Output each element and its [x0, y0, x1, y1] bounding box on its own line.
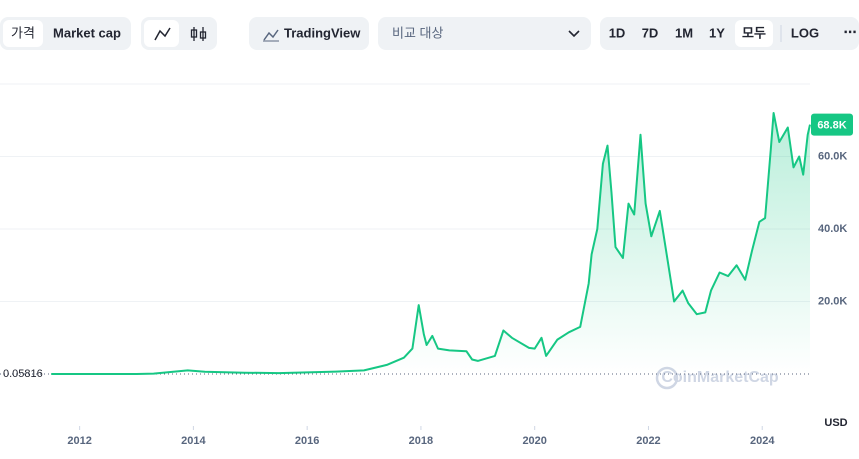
range-selected[interactable]	[735, 20, 773, 47]
x-tick-label: 2024	[750, 435, 775, 447]
x-tick-label: 2018	[409, 435, 433, 447]
x-tick-label: 2020	[522, 435, 546, 447]
log-button[interactable]: LOG	[791, 25, 819, 40]
x-tick-label: 2016	[295, 435, 319, 447]
y-tick-label: 60.0K	[818, 150, 847, 162]
candle-icon[interactable]	[190, 27, 207, 41]
range-button[interactable]: 1Y	[709, 25, 725, 40]
line-icon	[154, 27, 171, 41]
y-tick-label: 20.0K	[818, 295, 847, 307]
more-button[interactable]: ⋯	[844, 24, 857, 39]
range-button[interactable]: 7D	[642, 25, 659, 40]
x-tick-label: 2022	[636, 435, 660, 447]
range-group	[600, 17, 859, 50]
compare-dropdown[interactable]	[378, 17, 591, 50]
tradingview-label[interactable]: TradingView	[284, 25, 361, 40]
tab[interactable]: 가격	[11, 25, 35, 40]
range-button[interactable]: 모두	[742, 25, 766, 40]
area	[51, 113, 810, 374]
price-line	[51, 112, 811, 375]
start-price-label: 0.05816	[3, 368, 43, 380]
range-button[interactable]: 1D	[609, 25, 626, 40]
current-price-tag	[811, 113, 853, 136]
current-price-label: 68.8K	[817, 120, 846, 132]
chevron	[568, 30, 580, 38]
range-button[interactable]: 1M	[675, 25, 693, 40]
tradingview-button[interactable]	[249, 17, 369, 50]
compare-label[interactable]: 비교 대상	[392, 25, 443, 40]
tab-selected[interactable]	[3, 20, 43, 47]
x-tick-label: 2014	[181, 435, 206, 447]
y-tick-label: 40.0K	[818, 223, 847, 235]
tv-icon	[263, 29, 279, 41]
x-tick-label: 2012	[67, 435, 91, 447]
y-axis-unit: USD	[824, 417, 847, 429]
tab[interactable]: Market cap	[53, 25, 121, 40]
